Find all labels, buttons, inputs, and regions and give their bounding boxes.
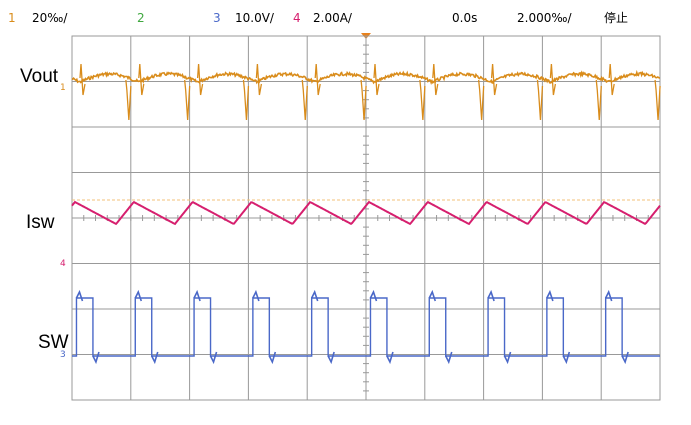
sw-ringing (604, 289, 613, 302)
ch2-number: 2 (137, 11, 145, 25)
sw-ringing (428, 289, 437, 302)
vout-spike (196, 63, 204, 96)
sw-ringing (386, 351, 394, 365)
vout-spike (125, 79, 132, 121)
vout-spike (255, 63, 263, 96)
sw-ringing (92, 351, 100, 365)
vout-spike (184, 79, 191, 121)
vout-trace (71, 69, 660, 85)
sw-ringing (369, 289, 378, 302)
ch1-number: 1 (8, 11, 16, 25)
vout-spike (549, 63, 557, 96)
sw-ringing (209, 351, 218, 365)
ch3-ground-marker: 3 (60, 350, 66, 360)
sw-label: SW (38, 332, 69, 353)
sw-ringing (193, 289, 201, 302)
ch3-scale: 10.0V/ (235, 11, 275, 25)
vout-spike (79, 63, 86, 96)
sw-ringing (445, 351, 453, 365)
sw-ringing (252, 289, 260, 302)
vout-spike (419, 79, 426, 121)
vout-spike (654, 79, 661, 121)
vout-spike (360, 79, 367, 121)
vout-spike (301, 79, 308, 121)
isw-label: Isw (26, 212, 55, 233)
sw-ringing (546, 289, 554, 302)
run-state: 停止 (604, 10, 628, 25)
graticule (71, 35, 661, 401)
vout-spike (432, 63, 439, 96)
traces (71, 63, 661, 365)
time-scale: 2.000‰/ (517, 11, 572, 25)
sw-ringing (621, 351, 629, 365)
sw-ringing (562, 351, 571, 365)
time-offset: 0.0s (452, 11, 477, 25)
ch4-ground-marker: 4 (60, 259, 66, 269)
sw-trace (72, 297, 660, 357)
sw-ringing (503, 351, 512, 365)
vout-label: Vout (20, 66, 59, 87)
vout-spike (242, 79, 250, 121)
sw-ringing (310, 289, 319, 302)
vout-spike (595, 79, 602, 121)
vout-spike (314, 63, 321, 96)
vout-spike (536, 79, 544, 121)
ch3-number: 3 (213, 11, 221, 25)
ch1-scale: 20‰/ (32, 11, 68, 25)
vout-spike (373, 63, 380, 96)
sw-ringing (134, 289, 143, 302)
sw-ringing (151, 351, 159, 365)
vout-spike (608, 63, 615, 96)
ch1-ground-marker: 1 (60, 83, 66, 93)
isw-trace (71, 200, 661, 226)
ch4-number: 4 (293, 11, 301, 25)
sw-ringing (487, 289, 495, 302)
vout-spike (478, 79, 485, 121)
sw-ringing (75, 289, 84, 302)
vout-spike (138, 63, 145, 96)
sw-ringing (268, 351, 277, 365)
vout-spike (490, 63, 498, 96)
sw-ringing (327, 351, 335, 365)
ch4-scale: 2.00A/ (313, 11, 353, 25)
